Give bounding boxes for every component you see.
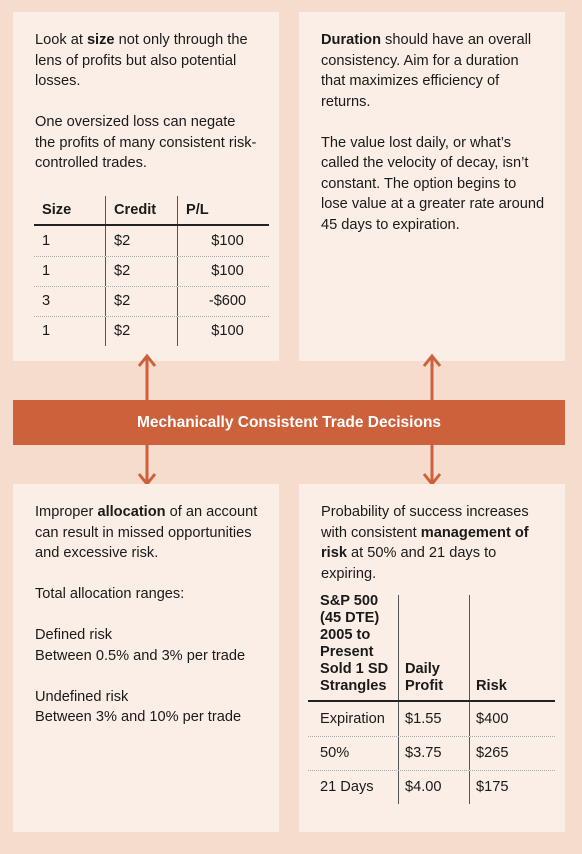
size-panel: Look at size not only through the lens o…	[13, 12, 279, 361]
management-panel: Probability of success increases with co…	[299, 484, 565, 832]
undefined-risk-value: Between 3% and 10% per trade	[35, 709, 242, 725]
table-row: 21 Days $4.00 $175	[308, 770, 555, 804]
table-row: Expiration $1.55 $400	[308, 702, 555, 736]
size-intro: Look at size not only through the lens o…	[35, 32, 248, 89]
strangles-table: S&P 500 (45 DTE) 2005 to Present Sold 1 …	[308, 593, 555, 804]
banner-title: Mechanically Consistent Trade Decisions	[13, 400, 565, 445]
table-row: 1 $2 $100	[34, 226, 269, 256]
management-intro: Probability of success increases with co…	[321, 504, 529, 582]
table-row: 3 $2 -$600	[34, 286, 269, 316]
size-table: Size Credit P/L 1 $2 $100 1 $2 $100 3 $2 -$600…	[34, 196, 269, 346]
duration-intro: Duration should have an overall consiste…	[321, 32, 532, 110]
defined-risk-label: Defined risk	[35, 627, 113, 643]
table-row: 50% $3.75 $265	[308, 736, 555, 770]
table-row: 1 $2 $100	[34, 316, 269, 346]
allocation-ranges-heading: Total allocation ranges:	[35, 586, 185, 602]
duration-note: The value lost daily, or what’s called t…	[321, 134, 545, 233]
table-row: 1 $2 $100	[34, 256, 269, 286]
duration-panel: Duration should have an overall consiste…	[299, 12, 565, 361]
table-header: S&P 500 (45 DTE) 2005 to Present Sold 1 …	[308, 593, 555, 702]
allocation-panel: Improper allocation of an account can re…	[13, 484, 279, 832]
defined-risk-value: Between 0.5% and 3% per trade	[35, 647, 246, 664]
undefined-risk-label: Undefined risk	[35, 688, 129, 705]
allocation-intro: Improper allocation of an account can re…	[35, 504, 258, 561]
size-note: One oversized loss can negate the profit…	[35, 114, 257, 171]
table-header: Size Credit P/L	[34, 196, 269, 226]
